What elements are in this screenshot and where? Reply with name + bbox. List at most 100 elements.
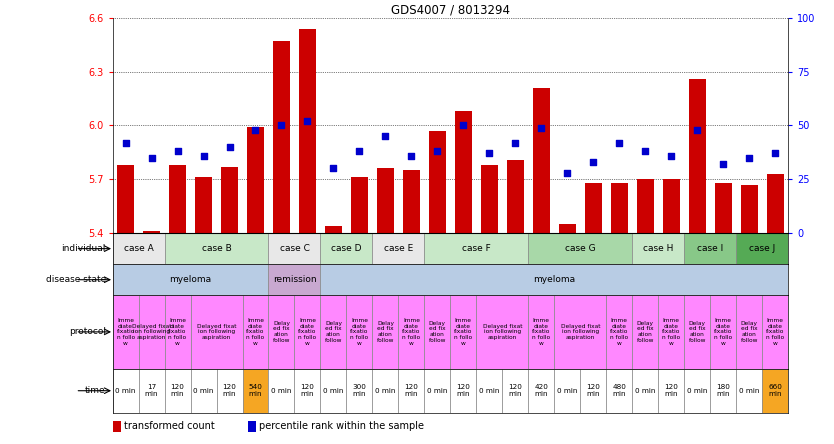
Bar bbox=[269, 295, 294, 369]
Bar bbox=[610, 183, 628, 233]
Text: time: time bbox=[85, 386, 106, 395]
Bar bbox=[325, 226, 342, 233]
Point bbox=[171, 148, 184, 155]
Text: case F: case F bbox=[462, 244, 490, 253]
Bar bbox=[320, 295, 346, 369]
Bar bbox=[528, 369, 555, 413]
Bar bbox=[377, 169, 394, 233]
Bar bbox=[243, 295, 269, 369]
Bar bbox=[766, 174, 784, 233]
Bar bbox=[555, 295, 606, 369]
Bar bbox=[195, 178, 212, 233]
Text: 120
min: 120 min bbox=[586, 384, 600, 397]
Text: 120
min: 120 min bbox=[456, 384, 470, 397]
Bar bbox=[663, 179, 680, 233]
Bar bbox=[221, 166, 238, 233]
Text: myeloma: myeloma bbox=[533, 275, 575, 284]
Bar bbox=[606, 369, 632, 413]
Bar bbox=[762, 369, 788, 413]
Point bbox=[665, 152, 678, 159]
Point bbox=[327, 165, 340, 172]
Text: 120
min: 120 min bbox=[404, 384, 419, 397]
Text: Imme
diate
fixatio
n follo
w: Imme diate fixatio n follo w bbox=[662, 318, 681, 346]
Bar bbox=[320, 264, 788, 295]
Point bbox=[691, 126, 704, 133]
Bar bbox=[164, 295, 190, 369]
Text: Imme
diate
fixatio
n follo
w: Imme diate fixatio n follo w bbox=[299, 318, 317, 346]
Text: Delayed fixat
ion following
aspiration: Delayed fixat ion following aspiration bbox=[197, 324, 236, 340]
Text: case A: case A bbox=[123, 244, 153, 253]
Text: 17
min: 17 min bbox=[145, 384, 158, 397]
Text: 0 min: 0 min bbox=[739, 388, 759, 394]
Bar bbox=[425, 295, 450, 369]
Point bbox=[119, 139, 133, 146]
Bar bbox=[684, 369, 711, 413]
Point bbox=[586, 159, 600, 166]
Text: Delayed fixat
ion following
aspiration: Delayed fixat ion following aspiration bbox=[560, 324, 600, 340]
Text: Imme
diate
fixatio
n follo
w: Imme diate fixatio n follo w bbox=[714, 318, 732, 346]
Bar bbox=[399, 295, 425, 369]
Text: 0 min: 0 min bbox=[635, 388, 656, 394]
Text: 0 min: 0 min bbox=[193, 388, 214, 394]
Bar bbox=[169, 165, 186, 233]
Bar bbox=[164, 233, 269, 264]
Bar bbox=[450, 369, 476, 413]
Text: 0 min: 0 min bbox=[687, 388, 707, 394]
Text: 0 min: 0 min bbox=[324, 388, 344, 394]
Text: Imme
diate
fixatio
n follo
w: Imme diate fixatio n follo w bbox=[532, 318, 550, 346]
Point bbox=[145, 154, 158, 161]
Bar bbox=[294, 369, 320, 413]
Text: transformed count: transformed count bbox=[124, 421, 215, 431]
Bar bbox=[632, 233, 684, 264]
Point bbox=[716, 161, 730, 168]
Text: Imme
diate
fixatio
n follo
w: Imme diate fixatio n follo w bbox=[455, 318, 473, 346]
Text: Imme
diate
fixatio
n follo
w: Imme diate fixatio n follo w bbox=[610, 318, 629, 346]
Bar bbox=[736, 369, 762, 413]
Text: Imme
diate
fixatio
n follo
w: Imme diate fixatio n follo w bbox=[117, 318, 135, 346]
Text: Imme
diate
fixatio
n follo
w: Imme diate fixatio n follo w bbox=[350, 318, 369, 346]
Bar bbox=[247, 127, 264, 233]
Point bbox=[509, 139, 522, 146]
Text: Delay
ed fix
ation
follow: Delay ed fix ation follow bbox=[689, 321, 706, 343]
Point bbox=[353, 148, 366, 155]
Bar bbox=[113, 233, 164, 264]
Text: individual: individual bbox=[62, 244, 106, 253]
Point bbox=[249, 126, 262, 133]
Bar bbox=[528, 233, 632, 264]
Bar bbox=[164, 369, 190, 413]
Text: 120
min: 120 min bbox=[300, 384, 314, 397]
Bar bbox=[143, 231, 160, 233]
Bar bbox=[346, 295, 373, 369]
Text: Delay
ed fix
ation
follow: Delay ed fix ation follow bbox=[741, 321, 758, 343]
Point bbox=[274, 122, 288, 129]
Bar bbox=[399, 369, 425, 413]
Bar bbox=[481, 165, 498, 233]
Text: case E: case E bbox=[384, 244, 413, 253]
Bar bbox=[711, 295, 736, 369]
Bar bbox=[606, 295, 632, 369]
Bar bbox=[559, 224, 575, 233]
Bar bbox=[555, 369, 580, 413]
Text: case G: case G bbox=[565, 244, 595, 253]
Bar bbox=[294, 295, 320, 369]
Bar bbox=[736, 233, 788, 264]
Text: case J: case J bbox=[749, 244, 776, 253]
Text: case I: case I bbox=[697, 244, 723, 253]
Text: 300
min: 300 min bbox=[353, 384, 366, 397]
Text: Imme
diate
fixatio
n follo
w: Imme diate fixatio n follo w bbox=[402, 318, 420, 346]
Text: case C: case C bbox=[279, 244, 309, 253]
Text: 660
min: 660 min bbox=[768, 384, 782, 397]
Point bbox=[301, 118, 314, 125]
Point bbox=[197, 152, 210, 159]
Bar bbox=[741, 185, 757, 233]
Text: case H: case H bbox=[643, 244, 673, 253]
Bar bbox=[320, 369, 346, 413]
Bar bbox=[533, 88, 550, 233]
Bar bbox=[689, 79, 706, 233]
Text: 180
min: 180 min bbox=[716, 384, 730, 397]
Bar bbox=[580, 369, 606, 413]
Bar bbox=[269, 264, 320, 295]
Text: Delayed fixat
ion following
aspiration: Delayed fixat ion following aspiration bbox=[132, 324, 171, 340]
Text: 120
min: 120 min bbox=[223, 384, 237, 397]
Text: 0 min: 0 min bbox=[427, 388, 448, 394]
